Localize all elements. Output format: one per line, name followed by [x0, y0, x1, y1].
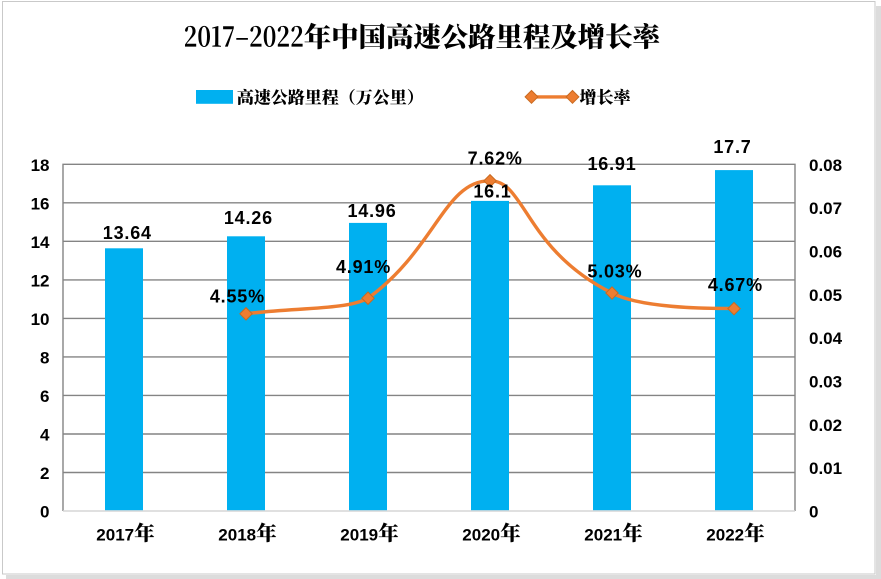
- svg-text:8: 8: [40, 348, 49, 367]
- svg-text:14: 14: [31, 233, 50, 252]
- svg-text:0.03: 0.03: [809, 373, 842, 392]
- svg-text:16.1: 16.1: [473, 182, 511, 202]
- svg-text:0.06: 0.06: [809, 243, 842, 262]
- svg-text:2020: 2020: [462, 525, 500, 544]
- svg-text:0: 0: [40, 503, 49, 522]
- svg-text:2018: 2018: [218, 525, 256, 544]
- svg-text:10: 10: [31, 310, 50, 329]
- svg-text:2022: 2022: [706, 525, 744, 544]
- svg-text:17.7: 17.7: [713, 137, 751, 157]
- svg-text:6: 6: [40, 387, 49, 406]
- svg-text:18: 18: [31, 156, 50, 175]
- svg-text:14.96: 14.96: [347, 201, 396, 221]
- svg-text:0.01: 0.01: [809, 459, 842, 478]
- svg-text:16: 16: [31, 194, 50, 213]
- svg-text:0.05: 0.05: [809, 286, 842, 305]
- svg-text:0.07: 0.07: [809, 199, 842, 218]
- svg-text:4: 4: [40, 426, 50, 445]
- svg-text:0.08: 0.08: [809, 156, 842, 175]
- svg-text:2021: 2021: [584, 525, 622, 544]
- svg-text:2017: 2017: [96, 525, 134, 544]
- svg-text:4.91%: 4.91%: [336, 257, 391, 277]
- svg-text:0.02: 0.02: [809, 416, 842, 435]
- svg-text:2019: 2019: [340, 525, 378, 544]
- svg-text:13.64: 13.64: [103, 223, 152, 243]
- svg-text:14.26: 14.26: [224, 208, 273, 228]
- svg-text:12: 12: [31, 271, 50, 290]
- svg-text:5.03%: 5.03%: [587, 261, 642, 281]
- svg-text:2: 2: [40, 464, 49, 483]
- svg-text:4.67%: 4.67%: [708, 275, 763, 295]
- svg-text:0: 0: [809, 503, 818, 522]
- svg-text:0.04: 0.04: [809, 329, 843, 348]
- svg-text:16.91: 16.91: [587, 154, 636, 174]
- svg-text:4.55%: 4.55%: [210, 286, 265, 306]
- svg-text:7.62%: 7.62%: [468, 149, 523, 169]
